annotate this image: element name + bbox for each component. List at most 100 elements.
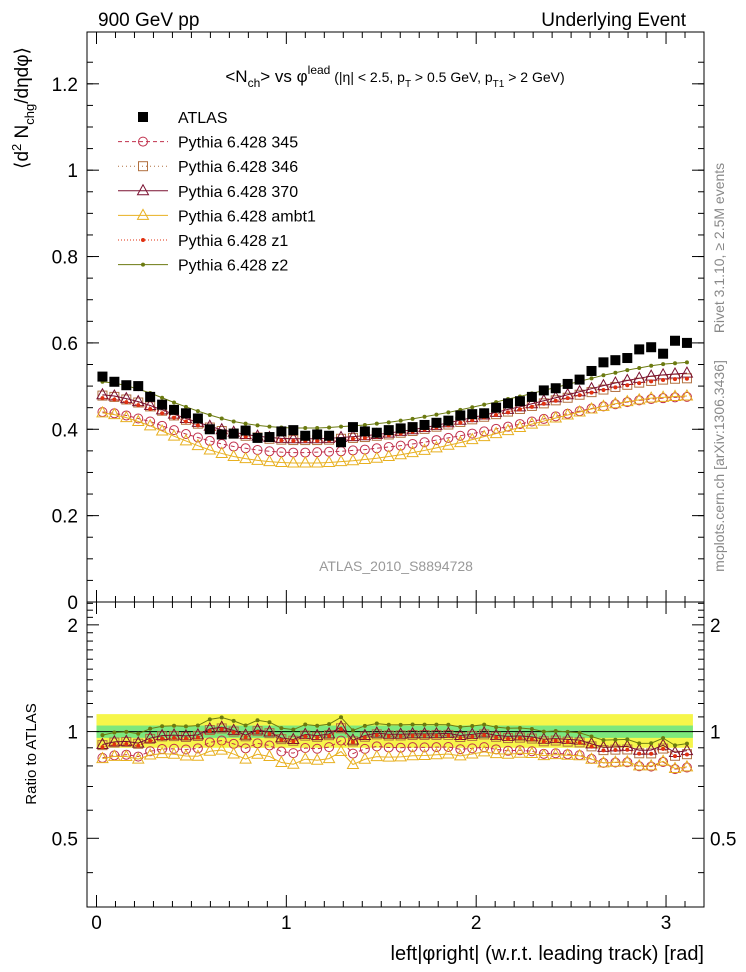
- main-y-axis-label: ⟨d2 Nchg/dηdφ⟩: [9, 47, 37, 169]
- legend-label: ATLAS: [178, 110, 228, 127]
- data-point: [649, 363, 654, 368]
- ratio-point: [172, 735, 177, 740]
- x-tick-label: 1: [281, 913, 292, 934]
- legend-label: Pythia 6.428 346: [178, 159, 298, 176]
- data-point: [382, 449, 396, 461]
- ratio-data-layer: [96, 715, 694, 775]
- ratio-point: [291, 727, 296, 732]
- ratio-point: [119, 749, 133, 761]
- ratio-point: [537, 748, 551, 761]
- data-point: [644, 391, 658, 403]
- data-point: [479, 426, 490, 437]
- ratio-point: [673, 743, 678, 748]
- data-point: [131, 414, 145, 426]
- ratio-point: [431, 742, 442, 753]
- data-point: [537, 414, 551, 426]
- ratio-point: [239, 728, 252, 740]
- atlas-data-point: [658, 348, 669, 359]
- ratio-point: [255, 718, 260, 723]
- data-point: [494, 413, 499, 418]
- ratio-point: [124, 742, 129, 747]
- ratio-point: [148, 738, 153, 743]
- y-tick-label: 0.8: [52, 248, 78, 269]
- data-point: [503, 421, 514, 432]
- ratio-point: [145, 746, 156, 757]
- data-point: [458, 420, 463, 425]
- data-point: [681, 373, 692, 384]
- data-point: [143, 418, 157, 431]
- data-point: [322, 455, 336, 468]
- ratio-point: [625, 737, 630, 742]
- atlas-data-point: [180, 408, 191, 419]
- atlas-data-point: [431, 417, 442, 428]
- ratio-point: [658, 756, 669, 767]
- ratio-point: [179, 748, 193, 761]
- data-point: [601, 373, 606, 378]
- data-point: [172, 415, 177, 420]
- ratio-point: [589, 744, 594, 749]
- data-point: [215, 446, 229, 458]
- ratio-point: [215, 743, 229, 755]
- atlas-data-point: [97, 371, 108, 382]
- atlas-data-point: [491, 402, 502, 413]
- ratio-point: [455, 744, 466, 755]
- atlas-data-point: [169, 404, 180, 415]
- ratio-point: [609, 755, 622, 767]
- data-point: [597, 399, 610, 411]
- analysis-id-label: ATLAS_2010_S8894728: [319, 558, 473, 574]
- data-point: [610, 399, 621, 410]
- data-point: [482, 402, 487, 407]
- data-point: [625, 383, 630, 388]
- atlas-data-point: [681, 337, 692, 348]
- data-point: [407, 438, 418, 449]
- data-point: [586, 387, 597, 398]
- data-point: [370, 451, 384, 463]
- ratio-point: [279, 737, 284, 742]
- ratio-point: [434, 733, 439, 738]
- data-point: [467, 428, 478, 439]
- atlas-data-point: [359, 426, 370, 437]
- data-point: [656, 367, 670, 380]
- legend-label: Pythia 6.428 z2: [178, 258, 288, 275]
- legend-label: Pythia 6.428 z1: [178, 233, 288, 250]
- ratio-point: [279, 726, 284, 731]
- atlas-data-point: [407, 422, 418, 433]
- ratio-point: [374, 733, 379, 738]
- ratio-series-line: [102, 728, 688, 757]
- data-point: [394, 447, 408, 460]
- rivet-version-label: Rivet 3.1.10, ≥ 2.5M events: [711, 163, 727, 333]
- data-point: [625, 368, 630, 373]
- atlas-data-point: [419, 419, 430, 430]
- ratio-point: [362, 735, 367, 740]
- ratio-point: [465, 746, 479, 759]
- ratio-point: [395, 742, 406, 753]
- x-tick-label: 3: [661, 913, 672, 934]
- data-point: [658, 393, 669, 404]
- data-point: [179, 433, 193, 446]
- ratio-y-tick-label-right: 1: [710, 723, 721, 744]
- ratio-point: [267, 732, 272, 737]
- ratio-point: [239, 752, 252, 764]
- atlas-data-point: [503, 398, 514, 409]
- data-point: [231, 419, 236, 424]
- data-point: [374, 421, 379, 426]
- ratio-point: [350, 740, 355, 745]
- ratio-y-tick-label: 0.5: [52, 829, 78, 850]
- ratio-point: [430, 747, 443, 760]
- data-point: [668, 389, 682, 401]
- ratio-point: [315, 723, 320, 728]
- ratio-point: [589, 734, 594, 739]
- ratio-y-tick-label-right: 2: [710, 616, 721, 637]
- atlas-data-point: [670, 335, 681, 346]
- legend-entry: ATLAS: [138, 110, 228, 127]
- atlas-data-point: [610, 355, 621, 366]
- data-point: [506, 410, 511, 415]
- atlas-data-point: [598, 357, 609, 368]
- ratio-point: [431, 729, 442, 740]
- legend-marker: [138, 136, 148, 147]
- atlas-data-point: [586, 365, 597, 376]
- data-point: [680, 366, 694, 378]
- atlas-data-point: [109, 376, 120, 387]
- x-tick-label: 2: [471, 913, 482, 934]
- data-point: [203, 442, 217, 455]
